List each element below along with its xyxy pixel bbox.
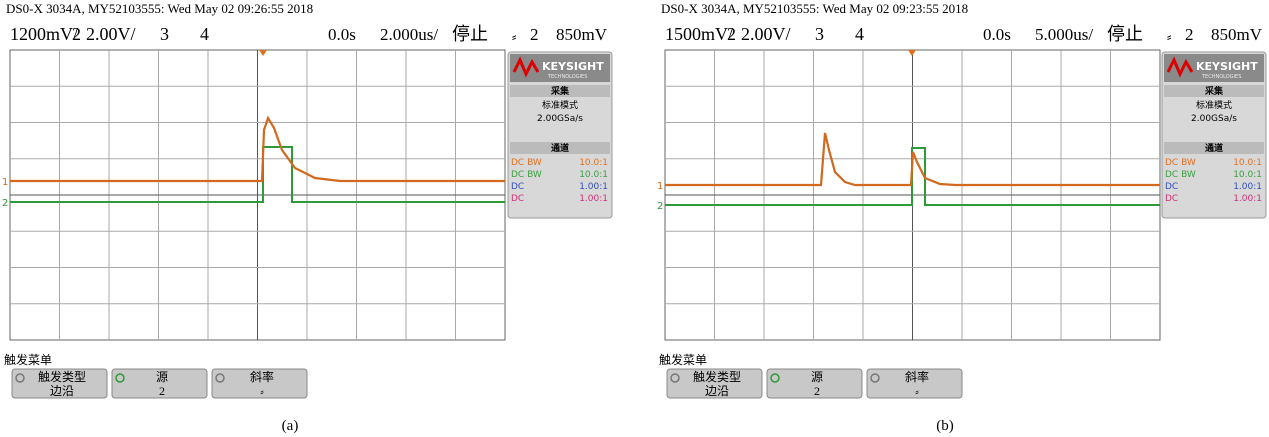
softkey-value: 2 [159, 384, 165, 398]
acq-title: 采集 [1204, 85, 1224, 97]
status-ch4: 4 [855, 24, 864, 44]
status-trigger-level: 850mV [556, 25, 608, 44]
coupling: DC BW [511, 158, 542, 168]
status-ch2-scale: 2.00V/ [741, 24, 791, 44]
brand-name: KEYSIGHT [542, 60, 604, 73]
softkey-label: 斜率 [250, 369, 274, 384]
status-run-state: 停止 [452, 24, 488, 44]
probe: 1.00:1 [1233, 182, 1262, 192]
status-timebase: 5.000us/ [1035, 25, 1093, 44]
acq-mode: 标准模式 [542, 99, 578, 111]
scope-panel: DS0-X 3034A, MY52103555: Wed May 02 09:2… [0, 0, 615, 437]
softkey-value: 边沿 [50, 384, 74, 398]
status-ch1: 1200mV/ [10, 24, 78, 44]
channel-marker: 2 [2, 198, 8, 209]
caption: (a) [282, 418, 299, 434]
brand-name: KEYSIGHT [1196, 60, 1258, 73]
probe: 1.00:1 [579, 194, 608, 204]
softkey-label: 源 [156, 370, 168, 384]
acq-title: 采集 [550, 85, 570, 97]
status-delay: 0.0s [328, 25, 356, 44]
trigger-icon: ⸗ [512, 30, 516, 45]
softkey-label: 源 [811, 370, 823, 384]
acq-rate: 2.00GSa/s [537, 114, 583, 124]
coupling: DC BW [1165, 170, 1196, 180]
brand-sub: TECHNOLOGIES [1201, 74, 1241, 80]
coupling: DC BW [511, 170, 542, 180]
status-ch3: 3 [815, 24, 824, 44]
channel-marker: 1 [657, 181, 663, 192]
chan-title: 通道 [1205, 142, 1223, 154]
status-ch3: 3 [160, 24, 169, 44]
probe: 10.0:1 [579, 170, 608, 180]
trigger-icon: ⸗ [1167, 30, 1171, 45]
softkey-label: 斜率 [905, 369, 929, 384]
coupling: DC [511, 182, 524, 192]
coupling: DC [511, 194, 524, 204]
status-trigger-level: 850mV [1211, 25, 1263, 44]
status-ch2-num: 2 [727, 24, 736, 44]
softkey-label: 触发类型 [38, 369, 86, 384]
softkey-value: 边沿 [705, 384, 729, 398]
status-ch4: 4 [200, 24, 209, 44]
status-delay: 0.0s [983, 25, 1011, 44]
status-trigger-source: 2 [1185, 25, 1194, 44]
status-ch2-num: 2 [72, 24, 81, 44]
coupling: DC [1165, 194, 1178, 204]
status-trigger-source: 2 [530, 25, 539, 44]
scope-panel: DS0-X 3034A, MY52103555: Wed May 02 09:2… [655, 0, 1269, 437]
menu-title: 触发菜单 [659, 352, 707, 367]
coupling: DC BW [1165, 158, 1196, 168]
menu-title: 触发菜单 [4, 352, 52, 367]
softkey-label: 触发类型 [693, 369, 741, 384]
page: DS0-X 3034A, MY52103555: Wed May 02 09:2… [0, 0, 1269, 437]
channel-marker: 1 [2, 177, 8, 188]
brand-sub: TECHNOLOGIES [547, 74, 587, 80]
probe: 1.00:1 [579, 182, 608, 192]
header: DS0-X 3034A, MY52103555: Wed May 02 09:2… [661, 1, 968, 16]
softkey-value: 2 [814, 384, 820, 398]
caption: (b) [936, 418, 954, 434]
channel-marker: 2 [657, 201, 663, 212]
status-run-state: 停止 [1107, 24, 1143, 44]
probe: 10.0:1 [579, 158, 608, 168]
status-timebase: 2.000us/ [380, 25, 438, 44]
probe: 1.00:1 [1233, 194, 1262, 204]
status-ch2-scale: 2.00V/ [86, 24, 136, 44]
probe: 10.0:1 [1233, 158, 1262, 168]
chan-title: 通道 [551, 142, 569, 154]
coupling: DC [1165, 182, 1178, 192]
acq-mode: 标准模式 [1196, 99, 1232, 111]
header: DS0-X 3034A, MY52103555: Wed May 02 09:2… [6, 1, 313, 16]
acq-rate: 2.00GSa/s [1191, 114, 1237, 124]
probe: 10.0:1 [1233, 170, 1262, 180]
status-ch1: 1500mV/ [665, 24, 733, 44]
